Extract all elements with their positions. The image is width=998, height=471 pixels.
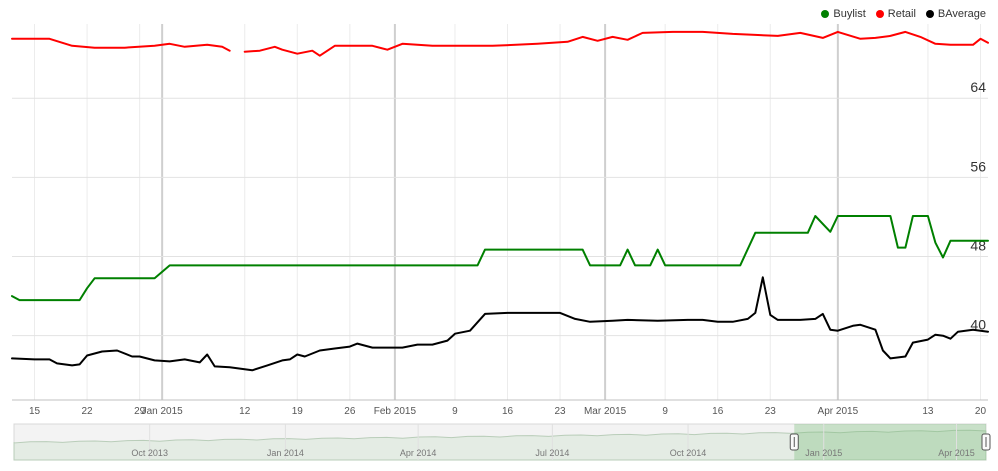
y-tick-label: 56 <box>970 158 986 174</box>
legend-item-retail[interactable]: Retail <box>875 8 916 20</box>
series-line-retail <box>11 30 989 57</box>
navigator-series-area <box>13 429 987 461</box>
navigator-selection <box>794 424 986 460</box>
x-tick-label: 26 <box>344 406 356 417</box>
x-tick-label: 19 <box>292 406 304 417</box>
series-line-baverage <box>11 276 989 372</box>
x-tick-label: Mar 2015 <box>584 406 627 417</box>
x-tick-label: 9 <box>662 406 668 417</box>
navigator-tick-label: Jan 2014 <box>267 448 304 458</box>
legend-label-retail: Retail <box>887 8 916 20</box>
navigator-tick-label: Apr 2015 <box>938 448 975 458</box>
x-tick-label: 20 <box>975 406 987 417</box>
legend-item-buylist[interactable]: Buylist <box>821 8 866 20</box>
chart-legend: Buylist Retail BAverage <box>821 8 986 20</box>
x-tick-label: 16 <box>502 406 514 417</box>
legend-marker-baverage <box>925 10 934 18</box>
x-tick-label: Apr 2015 <box>818 406 859 417</box>
legend-label-baverage: BAverage <box>937 8 986 20</box>
legend-item-baverage[interactable]: BAverage <box>925 8 986 20</box>
x-tick-label: 23 <box>554 406 566 417</box>
x-tick-label: 29 <box>134 406 146 417</box>
legend-marker-buylist <box>821 10 830 18</box>
x-tick-label: Jan 2015 <box>142 406 184 417</box>
navigator-tick-label: Oct 2013 <box>131 448 168 458</box>
navigator-tick-label: Jan 2015 <box>805 448 842 458</box>
x-tick-label: 13 <box>922 406 934 417</box>
x-tick-label: 23 <box>765 406 777 417</box>
x-tick-label: 15 <box>29 406 41 417</box>
legend-label-buylist: Buylist <box>833 8 866 20</box>
navigator-tick-label: Oct 2014 <box>670 448 707 458</box>
navigator-tick-label: Jul 2014 <box>535 448 569 458</box>
x-tick-label: 9 <box>452 406 458 417</box>
navigator-tick-label: Apr 2014 <box>400 448 437 458</box>
x-tick-label: 16 <box>712 406 724 417</box>
y-tick-label: 64 <box>970 79 986 95</box>
x-tick-label: 22 <box>82 406 94 417</box>
legend-marker-retail <box>875 10 884 18</box>
plot-area <box>12 24 988 400</box>
x-tick-label: 12 <box>239 406 251 417</box>
series-line-buylist <box>11 215 989 302</box>
x-tick-label: Feb 2015 <box>374 406 417 417</box>
y-tick-label: 40 <box>970 317 986 333</box>
